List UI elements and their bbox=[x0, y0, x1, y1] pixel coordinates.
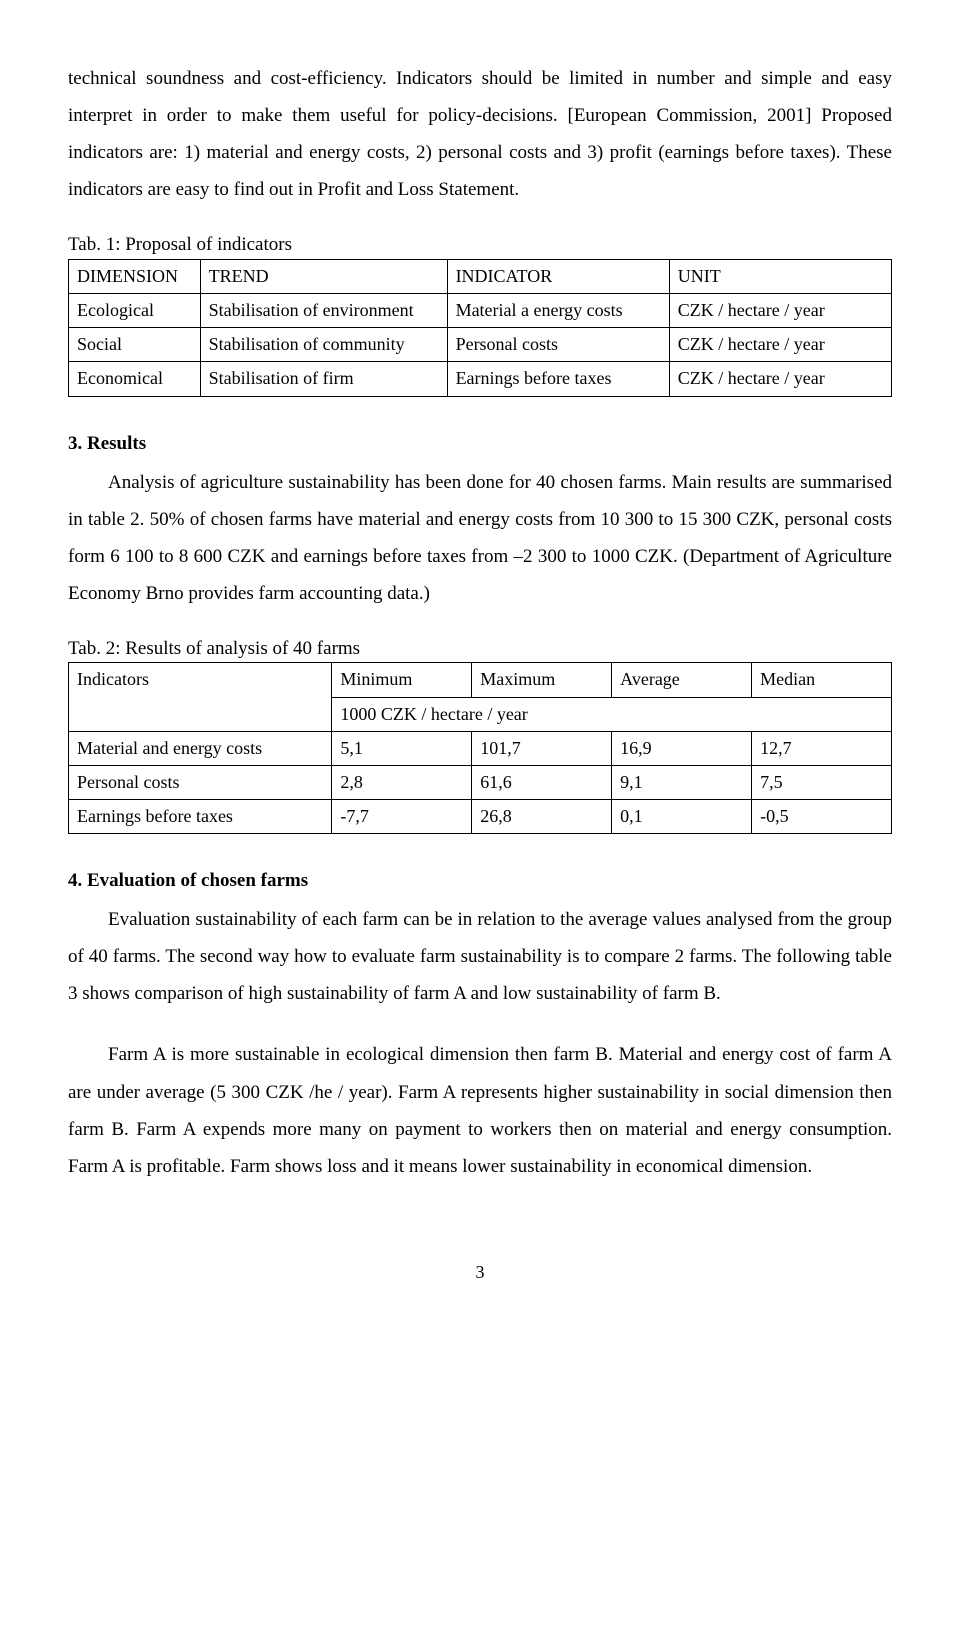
table2-cell: 61,6 bbox=[472, 765, 612, 799]
table2: Indicators Minimum Maximum Average Media… bbox=[68, 662, 892, 834]
table1-cell: Stabilisation of firm bbox=[200, 362, 447, 396]
paragraph-farm-comparison: Farm A is more sustainable in ecological… bbox=[68, 1036, 892, 1184]
table2-header-0: Indicators bbox=[69, 663, 332, 731]
table1-cell: CZK / hectare / year bbox=[669, 328, 891, 362]
table1-cell: Personal costs bbox=[447, 328, 669, 362]
table1-cell: Economical bbox=[69, 362, 201, 396]
table2-cell: 26,8 bbox=[472, 800, 612, 834]
table2-cell: Personal costs bbox=[69, 765, 332, 799]
table2-caption: Tab. 2: Results of analysis of 40 farms bbox=[68, 636, 892, 663]
table2-cell: 0,1 bbox=[612, 800, 752, 834]
table2-cell: 16,9 bbox=[612, 731, 752, 765]
table1: DIMENSION TREND INDICATOR UNIT Ecologica… bbox=[68, 259, 892, 397]
table1-cell: Material a energy costs bbox=[447, 293, 669, 327]
table2-header-3: Average bbox=[612, 663, 752, 697]
table1-header-1: TREND bbox=[200, 259, 447, 293]
table2-cell: 5,1 bbox=[332, 731, 472, 765]
table1-cell: CZK / hectare / year bbox=[669, 362, 891, 396]
table2-header-1: Minimum bbox=[332, 663, 472, 697]
table2-cell: 101,7 bbox=[472, 731, 612, 765]
table1-header-0: DIMENSION bbox=[69, 259, 201, 293]
table2-cell: -7,7 bbox=[332, 800, 472, 834]
table1-header-2: INDICATOR bbox=[447, 259, 669, 293]
table2-cell: 9,1 bbox=[612, 765, 752, 799]
table2-cell: -0,5 bbox=[752, 800, 892, 834]
paragraph-intro: technical soundness and cost-efficiency.… bbox=[68, 60, 892, 208]
table1-cell: Stabilisation of environment bbox=[200, 293, 447, 327]
section4-title: 4. Evaluation of chosen farms bbox=[68, 862, 892, 899]
table2-header-4: Median bbox=[752, 663, 892, 697]
table1-cell: Social bbox=[69, 328, 201, 362]
table1-cell: Ecological bbox=[69, 293, 201, 327]
section3-title: 3. Results bbox=[68, 425, 892, 462]
table2-cell: 12,7 bbox=[752, 731, 892, 765]
table2-cell: 7,5 bbox=[752, 765, 892, 799]
table1-cell: CZK / hectare / year bbox=[669, 293, 891, 327]
table2-cell: Material and energy costs bbox=[69, 731, 332, 765]
page-number: 3 bbox=[68, 1255, 892, 1290]
table2-cell: 2,8 bbox=[332, 765, 472, 799]
paragraph-evaluation: Evaluation sustainability of each farm c… bbox=[68, 901, 892, 1012]
table2-subrow: 1000 CZK / hectare / year bbox=[332, 697, 892, 731]
table1-cell: Earnings before taxes bbox=[447, 362, 669, 396]
table1-header-3: UNIT bbox=[669, 259, 891, 293]
table1-cell: Stabilisation of community bbox=[200, 328, 447, 362]
table2-header-2: Maximum bbox=[472, 663, 612, 697]
table1-caption: Tab. 1: Proposal of indicators bbox=[68, 232, 892, 259]
table2-cell: Earnings before taxes bbox=[69, 800, 332, 834]
paragraph-results: Analysis of agriculture sustainability h… bbox=[68, 464, 892, 612]
